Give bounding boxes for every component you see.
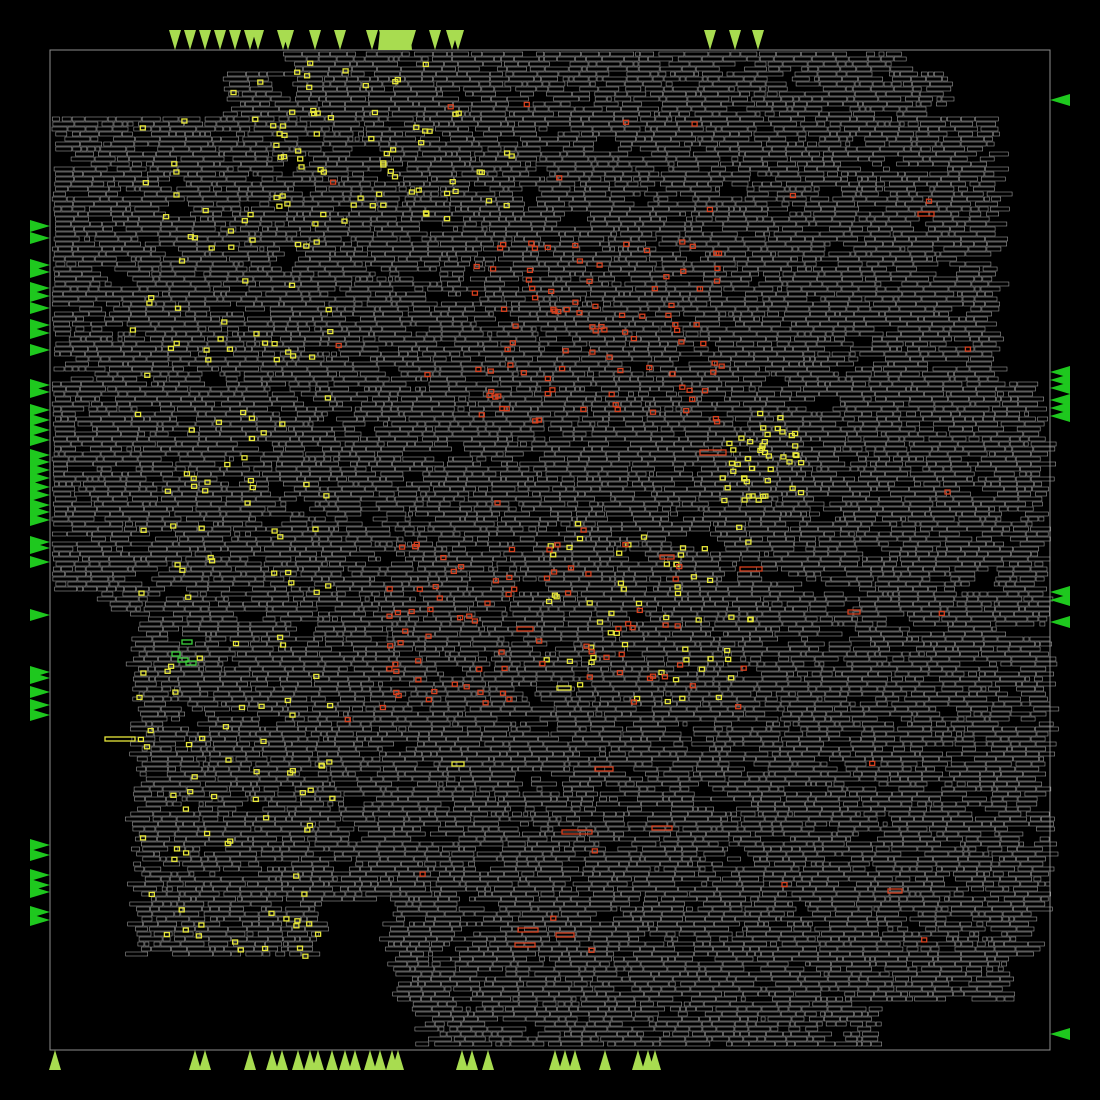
- io-pin: [30, 424, 50, 436]
- io-pin: [1050, 374, 1070, 386]
- io-pin: [49, 1050, 61, 1070]
- io-pin: [30, 319, 50, 331]
- io-pin: [549, 1050, 561, 1070]
- highlighted-cells-green: [171, 639, 197, 666]
- io-pin: [30, 282, 50, 294]
- io-pin: [312, 1050, 324, 1070]
- io-pin: [1050, 594, 1070, 606]
- io-pin: [729, 30, 741, 50]
- io-pin: [326, 1050, 338, 1070]
- io-pin: [309, 30, 321, 50]
- io-pin: [30, 699, 50, 711]
- io-pin: [266, 1050, 278, 1070]
- io-pin: [334, 30, 346, 50]
- io-pin: [30, 302, 50, 314]
- io-pin: [1050, 402, 1070, 414]
- io-pin: [559, 1050, 571, 1070]
- io-pin: [30, 327, 50, 339]
- io-pin: [244, 1050, 256, 1070]
- io-pin: [304, 1050, 316, 1070]
- io-pin: [30, 290, 50, 302]
- io-pin: [30, 686, 50, 698]
- io-pin: [30, 472, 50, 484]
- io-pin: [632, 1050, 644, 1070]
- io-pin: [30, 386, 50, 398]
- io-pin: [184, 30, 196, 50]
- io-pin: [199, 1050, 211, 1070]
- io-pin: [1050, 586, 1070, 598]
- io-pin: [30, 542, 50, 554]
- io-pin: [292, 1050, 304, 1070]
- io-pin: [30, 266, 50, 278]
- highlighted-cells-red: [329, 101, 972, 953]
- io-pin: [30, 672, 50, 684]
- io-pin: [30, 489, 50, 501]
- io-pin: [214, 30, 226, 50]
- io-pin: [30, 839, 50, 851]
- io-pin: [30, 914, 50, 926]
- io-pin: [1050, 394, 1070, 406]
- io-pin: [282, 30, 294, 50]
- io-pin: [339, 1050, 351, 1070]
- io-pin: [30, 481, 50, 493]
- io-pin: [229, 30, 241, 50]
- io-pin: [30, 414, 50, 426]
- io-pin: [366, 30, 378, 50]
- io-pin: [30, 434, 50, 446]
- io-pin: [30, 849, 50, 861]
- io-pin: [599, 1050, 611, 1070]
- io-pin: [1050, 1028, 1070, 1040]
- io-pin: [189, 1050, 201, 1070]
- io-pin: [169, 30, 181, 50]
- io-pin: [378, 30, 412, 50]
- io-pin: [452, 30, 464, 50]
- io-pin: [466, 1050, 478, 1070]
- standard-cells: [51, 51, 1060, 1047]
- io-pin: [349, 1050, 361, 1070]
- io-pin: [252, 30, 264, 50]
- io-pin: [30, 506, 50, 518]
- io-pin: [30, 404, 50, 416]
- io-pin: [1050, 410, 1070, 422]
- io-pin: [429, 30, 441, 50]
- io-pin: [30, 232, 50, 244]
- highlighted-cells-yellow: [104, 60, 805, 959]
- io-pin: [1050, 94, 1070, 106]
- io-pin: [649, 1050, 661, 1070]
- io-pin: [276, 1050, 288, 1070]
- io-pin: [752, 30, 764, 50]
- io-pin: [30, 609, 50, 621]
- io-pin: [1050, 382, 1070, 394]
- io-pin: [30, 709, 50, 721]
- io-pin: [1050, 616, 1070, 628]
- io-pin: [244, 30, 256, 50]
- io-pin: [30, 220, 50, 232]
- io-pin: [30, 556, 50, 568]
- io-pin: [30, 456, 50, 468]
- io-pin: [30, 464, 50, 476]
- io-pin: [392, 1050, 404, 1070]
- io-pin: [374, 1050, 386, 1070]
- io-pin: [364, 1050, 376, 1070]
- io-pin: [482, 1050, 494, 1070]
- io-pin: [30, 344, 50, 356]
- io-pin: [30, 886, 50, 898]
- io-pin: [1050, 366, 1070, 378]
- io-pin: [30, 514, 50, 526]
- io-pin: [456, 1050, 468, 1070]
- io-pin: [30, 906, 50, 918]
- die-boundary: [49, 49, 1051, 1051]
- io-pin: [199, 30, 211, 50]
- io-pin: [30, 869, 50, 881]
- io-pin: [704, 30, 716, 50]
- io-pin: [569, 1050, 581, 1070]
